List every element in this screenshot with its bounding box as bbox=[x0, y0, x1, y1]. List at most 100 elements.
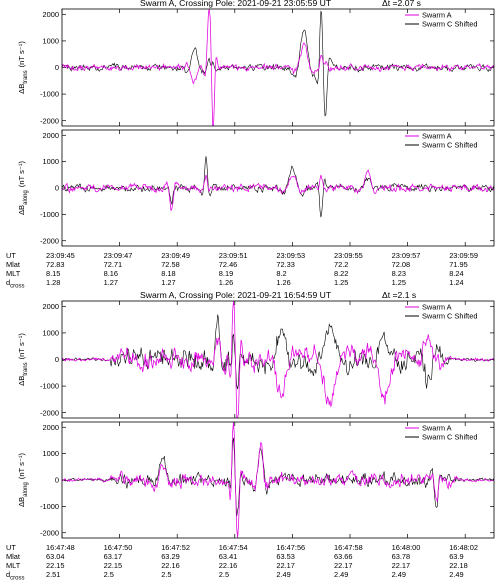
dcross-value: 1.28 bbox=[46, 278, 60, 287]
panel-4: -2000 -1000 0 1000 2000 ΔBalong(nT s⁻¹) Swarm … bbox=[17, 421, 495, 539]
dcross-value: 2.5 bbox=[104, 570, 114, 579]
legend-label-swarm-c: Swarm C Shifted bbox=[422, 433, 477, 442]
ut-value: 16:47:58 bbox=[334, 543, 363, 552]
panel-1: -2000 -1000 0 1000 2000 ΔBtrans(nT s⁻¹) Swarm … bbox=[17, 8, 495, 127]
dcross-value: 2.49 bbox=[276, 570, 290, 579]
row-label-mlat: Mlat bbox=[6, 260, 20, 269]
y-tick-label: 2000 bbox=[43, 131, 59, 140]
y-tick-label: 1000 bbox=[43, 449, 59, 458]
mlt-value: 8.23 bbox=[392, 269, 406, 278]
mlt-value: 22.18 bbox=[449, 561, 468, 570]
mlat-value: 63.66 bbox=[334, 552, 353, 561]
y-axis-label: ΔBtrans(nT s⁻¹) bbox=[17, 333, 29, 386]
swarm-a-line bbox=[62, 422, 494, 538]
event-title: Swarm A, Crossing Pole: 2021-09-21 23:05… bbox=[140, 0, 332, 8]
row-label-ut: UT bbox=[6, 543, 16, 552]
legend-label-swarm-a: Swarm A bbox=[422, 424, 452, 433]
mlat-value: 63.04 bbox=[46, 552, 65, 561]
mlt-value: 8.2 bbox=[276, 269, 286, 278]
swarm-a-line bbox=[62, 169, 494, 211]
dcross-value: 1.26 bbox=[276, 278, 290, 287]
y-tick-label: 2000 bbox=[43, 302, 59, 311]
dcross-value: 1.25 bbox=[392, 278, 406, 287]
row-label-dcross: dcross bbox=[6, 278, 24, 290]
mlt-value: 8.16 bbox=[104, 269, 118, 278]
legend-label-swarm-a: Swarm A bbox=[422, 303, 452, 312]
panel-3: -2000 -1000 0 1000 2000 ΔBtrans(nT s⁻¹) Swarm … bbox=[17, 300, 495, 419]
ut-value: 16:47:54 bbox=[219, 543, 248, 552]
mlat-value: 72.08 bbox=[392, 260, 411, 269]
mlat-value: 72.83 bbox=[46, 260, 65, 269]
dcross-value: 1.24 bbox=[449, 278, 463, 287]
mlt-value: 22.16 bbox=[161, 561, 180, 570]
mlt-value: 8.19 bbox=[219, 269, 233, 278]
swarm-a-line bbox=[62, 9, 494, 126]
y-axis-label: ΔBalong(nT s⁻¹) bbox=[17, 161, 29, 216]
mlat-value: 72.46 bbox=[219, 260, 238, 269]
y-axis-label: ΔBalong(nT s⁻¹) bbox=[17, 453, 29, 508]
ut-value: 23:09:45 bbox=[46, 251, 75, 260]
y-tick-label: -1000 bbox=[40, 382, 59, 391]
dcross-value: 2.49 bbox=[334, 570, 348, 579]
y-tick-label: 2000 bbox=[43, 10, 59, 19]
row-label-dcross: dcross bbox=[6, 570, 24, 581]
mlat-value: 63.41 bbox=[219, 552, 238, 561]
dcross-value: 1.27 bbox=[161, 278, 175, 287]
mlt-value: 22.16 bbox=[219, 561, 238, 570]
ut-value: 23:09:49 bbox=[161, 251, 190, 260]
ut-value: 16:48:02 bbox=[449, 543, 478, 552]
row-label-mlat: Mlat bbox=[6, 552, 20, 561]
mlt-value: 8.18 bbox=[161, 269, 175, 278]
mlat-value: 63.53 bbox=[276, 552, 295, 561]
dcross-value: 2.49 bbox=[449, 570, 463, 579]
y-tick-label: -2000 bbox=[40, 528, 59, 537]
axes-box bbox=[61, 421, 495, 539]
y-tick-label: -2000 bbox=[40, 116, 59, 125]
dcross-value: 1.27 bbox=[104, 278, 118, 287]
swarm-a-line bbox=[62, 301, 494, 418]
ut-value: 16:48:00 bbox=[392, 543, 421, 552]
ut-value: 23:09:47 bbox=[104, 251, 133, 260]
ut-value: 23:09:51 bbox=[219, 251, 248, 260]
mlt-value: 22.17 bbox=[334, 561, 353, 570]
axes-box bbox=[61, 8, 495, 127]
mlat-value: 63.9 bbox=[449, 552, 463, 561]
mlat-value: 72.71 bbox=[104, 260, 123, 269]
y-tick-label: 0 bbox=[55, 355, 59, 364]
event-1: Swarm A, Crossing Pole: 2021-09-21 23:05… bbox=[6, 0, 478, 290]
mlat-value: 63.78 bbox=[392, 552, 411, 561]
ut-value: 16:47:52 bbox=[161, 543, 190, 552]
mlt-value: 8.22 bbox=[334, 269, 348, 278]
row-label-ut: UT bbox=[6, 251, 16, 260]
y-tick-label: -1000 bbox=[40, 90, 59, 99]
y-tick-label: 1000 bbox=[43, 157, 59, 166]
svg-text:ΔBalong(nT s⁻¹): ΔBalong(nT s⁻¹) bbox=[17, 161, 29, 216]
mlt-value: 22.17 bbox=[392, 561, 411, 570]
axes-box bbox=[61, 300, 495, 419]
ut-value: 23:09:59 bbox=[449, 251, 478, 260]
dcross-value: 2.5 bbox=[161, 570, 171, 579]
ut-value: 23:09:55 bbox=[334, 251, 363, 260]
axes-box bbox=[61, 129, 495, 247]
panel-2: -2000 -1000 0 1000 2000 ΔBalong(nT s⁻¹) Swarm … bbox=[17, 129, 495, 247]
mlt-value: 22.15 bbox=[104, 561, 123, 570]
dcross-value: 2.51 bbox=[46, 570, 60, 579]
legend-label-swarm-a: Swarm A bbox=[422, 11, 452, 20]
row-label-mlt: MLT bbox=[6, 269, 21, 278]
y-tick-label: 0 bbox=[55, 63, 59, 72]
delta-t: Δt =2.07 s bbox=[382, 0, 421, 8]
dcross-value: 1.26 bbox=[219, 278, 233, 287]
y-tick-label: -2000 bbox=[40, 236, 59, 245]
svg-text:ΔBtrans(nT s⁻¹): ΔBtrans(nT s⁻¹) bbox=[17, 333, 29, 386]
dcross-value: 1.25 bbox=[334, 278, 348, 287]
mlt-value: 8.24 bbox=[449, 269, 463, 278]
y-axis-label: ΔBtrans(nT s⁻¹) bbox=[17, 41, 29, 94]
y-tick-label: 1000 bbox=[43, 37, 59, 46]
mlat-value: 71.95 bbox=[449, 260, 468, 269]
legend-label-swarm-c: Swarm C Shifted bbox=[422, 141, 477, 150]
mlat-value: 63.17 bbox=[104, 552, 123, 561]
mlat-value: 72.58 bbox=[161, 260, 180, 269]
